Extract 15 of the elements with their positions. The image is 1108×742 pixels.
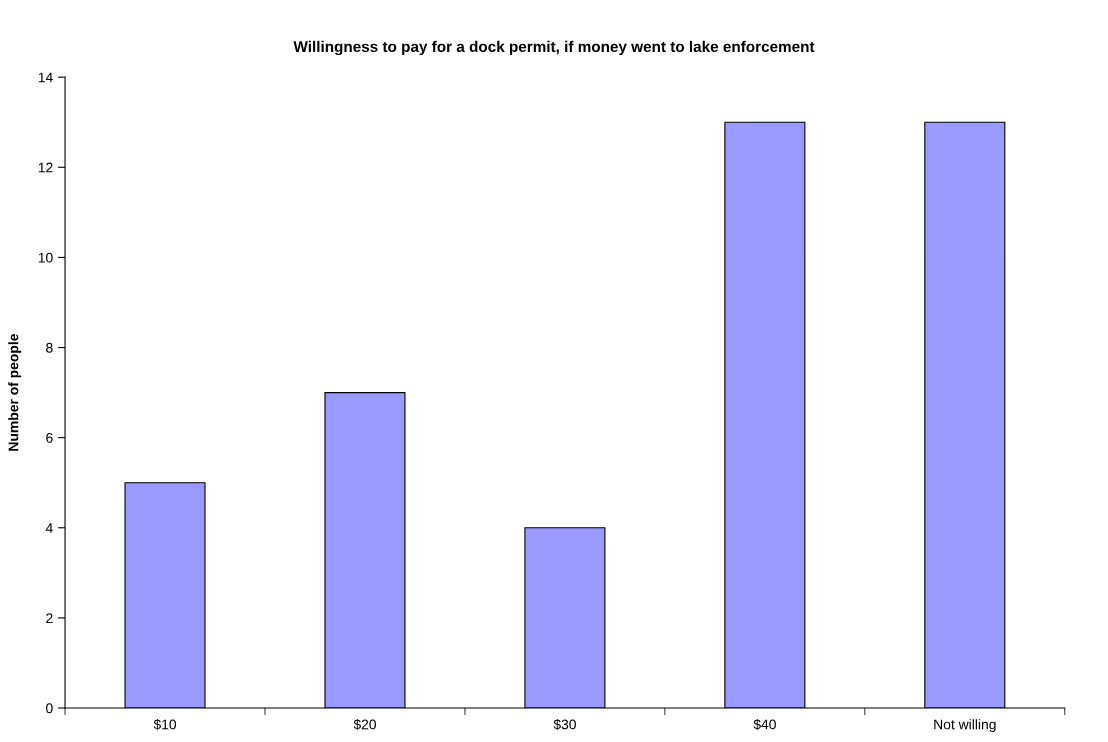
y-tick-label: 12: [38, 162, 53, 173]
y-tick-label: 0: [46, 703, 53, 714]
x-tick-label: $40: [753, 718, 776, 731]
x-tick-label: $20: [353, 718, 377, 731]
y-tick-label: 8: [46, 342, 53, 353]
y-tick-label: 10: [38, 252, 53, 263]
chart-title: Willingness to pay for a dock permit, if money went to lake enforcement: [293, 40, 815, 56]
y-axis-title: Number of people: [8, 334, 22, 451]
x-tick-label: $10: [153, 718, 177, 731]
y-tick-label: 6: [46, 432, 53, 443]
x-tick-label: Not willing: [934, 719, 996, 733]
x-tick-label: $30: [553, 718, 576, 731]
y-tick-label: 4: [45, 523, 53, 533]
y-tick-label: 2: [46, 613, 53, 623]
y-tick-label: 14: [38, 72, 53, 83]
